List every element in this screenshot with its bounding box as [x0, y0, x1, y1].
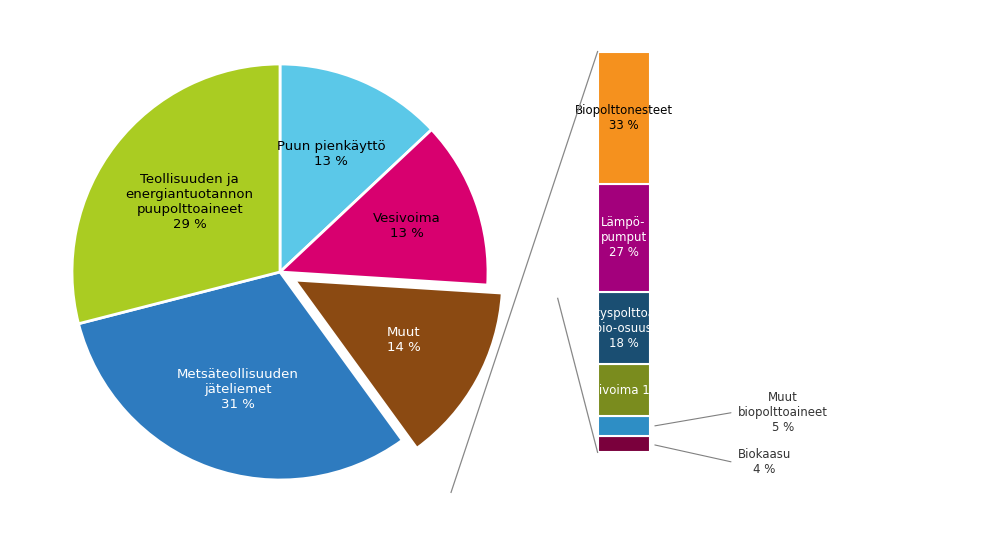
Text: Muut
14 %: Muut 14 % — [387, 326, 421, 354]
Wedge shape — [72, 64, 280, 324]
Bar — [598, 416, 650, 436]
Text: Biokaasu
4 %: Biokaasu 4 % — [738, 448, 791, 477]
Text: Kierrätyspolttoaineet
(bio-osuus)
18 %: Kierrätyspolttoaineet (bio-osuus) 18 % — [561, 307, 686, 350]
Wedge shape — [280, 64, 432, 272]
Text: Biopolttonesteet
33 %: Biopolttonesteet 33 % — [575, 104, 673, 132]
Text: Puun pienkäyttö
13 %: Puun pienkäyttö 13 % — [277, 140, 386, 168]
Text: Teollisuuden ja
energiantuotannon
puupolttoaineet
29 %: Teollisuuden ja energiantuotannon puupol… — [126, 173, 254, 231]
Bar — [598, 184, 650, 292]
Bar — [598, 436, 650, 453]
Wedge shape — [280, 129, 488, 285]
Text: Metsäteollisuuden
jäteliemet
31 %: Metsäteollisuuden jäteliemet 31 % — [177, 368, 299, 411]
Bar — [598, 364, 650, 416]
Text: Tuulivoima 13 %: Tuulivoima 13 % — [575, 384, 672, 397]
Wedge shape — [295, 280, 502, 448]
Text: Muut
biopolttoaineet
5 %: Muut biopolttoaineet 5 % — [738, 391, 828, 434]
Text: Vesivoima
13 %: Vesivoima 13 % — [373, 212, 441, 240]
Bar — [598, 52, 650, 184]
Wedge shape — [79, 272, 402, 480]
Bar — [598, 292, 650, 364]
Text: Lämpö-
pumput
27 %: Lämpö- pumput 27 % — [600, 217, 647, 259]
